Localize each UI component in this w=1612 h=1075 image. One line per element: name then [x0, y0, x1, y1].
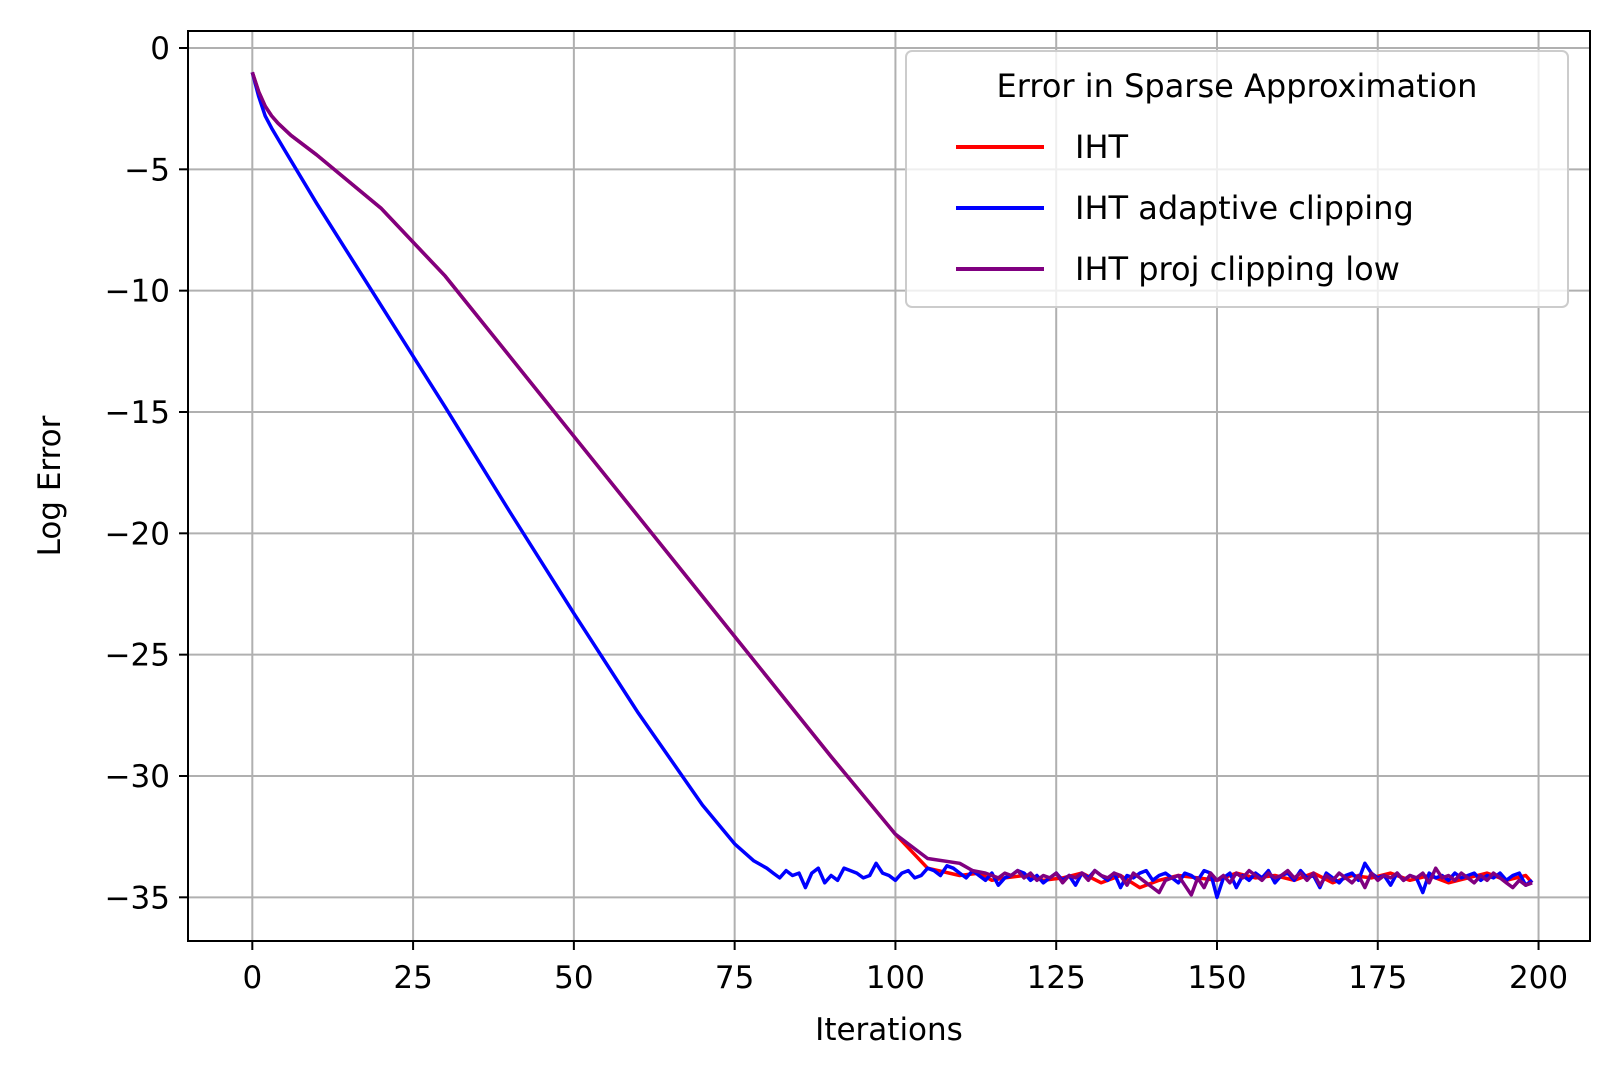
series-line-2 [250, 71, 1533, 897]
legend-box [905, 50, 1569, 308]
axis-ticks: 0 25 50 75 100 125 150 175 200 0 −5 −10 −15 −20 −25 −30… [105, 31, 1569, 996]
legend-entry-label: IHT adaptive clipping [1075, 189, 1414, 227]
legend-title: Error in Sparse Approximation [997, 67, 1478, 105]
y-tick-label: −35 [105, 880, 170, 916]
y-tick-label: −5 [124, 152, 170, 188]
x-tick-label: 200 [1509, 960, 1568, 996]
legend-entry-label: IHT [1075, 128, 1129, 166]
legend: Error in Sparse Approximation IHT IHT ada… [905, 50, 1569, 308]
x-tick-label: 50 [554, 960, 593, 996]
y-tick-label: −20 [105, 516, 170, 552]
x-tick-label: 125 [1027, 960, 1086, 996]
x-tick-label: 150 [1187, 960, 1246, 996]
x-tick-label: 175 [1348, 960, 1407, 996]
y-tick-label: 0 [150, 31, 170, 67]
legend-entries: IHT IHT adaptive clipping IHT proj clippin… [956, 128, 1414, 288]
series-lines [250, 71, 1534, 900]
x-tick-label: 0 [242, 960, 262, 996]
y-tick-label: −15 [105, 395, 170, 431]
x-tick-label: 100 [866, 960, 925, 996]
x-tick-label: 75 [715, 960, 754, 996]
y-tick-label: −25 [105, 638, 170, 674]
y-axis-label: Log Error [32, 415, 68, 556]
plot-frame [187, 30, 1591, 942]
x-axis-label: Iterations [815, 1012, 963, 1048]
legend-entry-label: IHT proj clipping low [1075, 250, 1400, 288]
y-tick-label: −10 [105, 274, 170, 310]
y-tick-label: −30 [105, 759, 170, 795]
x-tick-label: 25 [393, 960, 432, 996]
